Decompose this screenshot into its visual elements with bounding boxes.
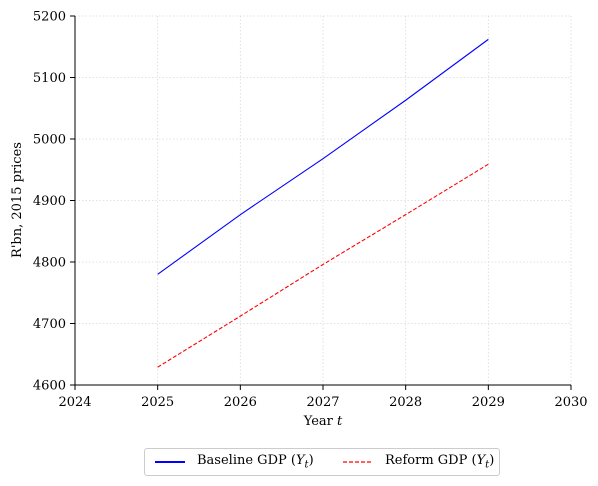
legend-label-reform: Reform GDP (Yt) xyxy=(385,453,495,471)
series xyxy=(157,38,489,368)
x-tick-label: 2025 xyxy=(141,395,174,410)
x-tick-label: 2026 xyxy=(224,395,257,410)
legend-label-baseline: Baseline GDP (Yt) xyxy=(197,453,314,471)
y-ticks: 4600 4700 4800 4900 5000 5100 5200 xyxy=(33,10,75,394)
y-tick-label: 5200 xyxy=(33,10,66,25)
legend-swatch-baseline xyxy=(155,461,185,463)
x-tick-label: 2027 xyxy=(306,395,339,410)
x-tick-label: 2029 xyxy=(472,395,505,410)
y-tick-label: 4700 xyxy=(33,317,66,332)
y-tick-label: 4800 xyxy=(33,256,66,271)
x-axis-label-var: t xyxy=(337,414,343,429)
legend-item-baseline: Baseline GDP (Yt) xyxy=(155,449,314,475)
y-axis-label: R'bn, 2015 prices xyxy=(10,142,25,258)
legend: Baseline GDP (Yt) Reform GDP (Yt) xyxy=(144,448,500,476)
x-axis-label-prefix: Year xyxy=(303,414,337,429)
y-tick-label: 5000 xyxy=(33,133,66,148)
y-tick-label: 4600 xyxy=(33,379,66,394)
x-tick-label: 2024 xyxy=(58,395,91,410)
x-tick-label: 2028 xyxy=(389,395,422,410)
x-ticks: 2024 2025 2026 2027 2028 2029 2030 xyxy=(58,385,588,410)
y-tick-label: 4900 xyxy=(33,194,66,209)
y-tick-label: 5100 xyxy=(33,71,66,86)
x-tick-label: 2030 xyxy=(554,395,587,410)
x-axis-label: Year t xyxy=(303,414,343,429)
legend-swatch-reform xyxy=(343,461,373,463)
legend-item-reform: Reform GDP (Yt) xyxy=(343,449,494,475)
grid xyxy=(74,15,572,386)
